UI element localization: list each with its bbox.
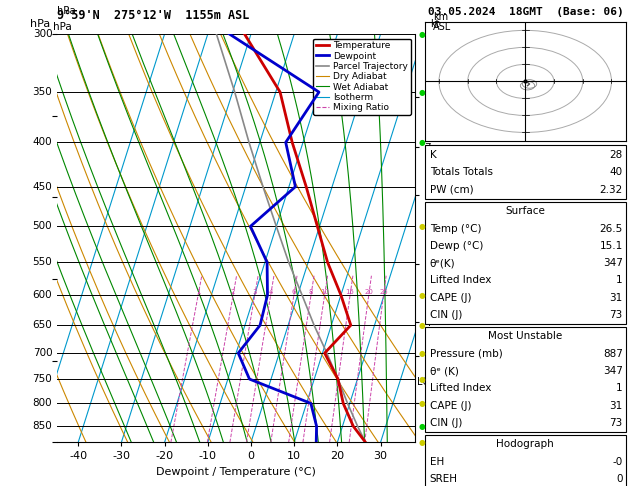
Text: 40: 40 bbox=[610, 168, 623, 177]
Text: 300: 300 bbox=[33, 29, 52, 39]
Text: ●: ● bbox=[418, 30, 425, 38]
Text: PW (cm): PW (cm) bbox=[430, 185, 473, 195]
Text: 73: 73 bbox=[610, 310, 623, 320]
Text: 26.5: 26.5 bbox=[599, 224, 623, 234]
Text: ●: ● bbox=[418, 375, 425, 383]
Text: ●: ● bbox=[418, 399, 425, 408]
Y-axis label: km
ASL: km ASL bbox=[433, 238, 452, 260]
Text: hPa: hPa bbox=[53, 21, 72, 32]
Text: CIN (J): CIN (J) bbox=[430, 418, 462, 428]
Text: ●: ● bbox=[418, 438, 425, 447]
Text: 600: 600 bbox=[33, 290, 52, 300]
Text: 20: 20 bbox=[364, 289, 373, 295]
Text: 15.1: 15.1 bbox=[599, 241, 623, 251]
Text: 1: 1 bbox=[616, 276, 623, 285]
Text: Lifted Index: Lifted Index bbox=[430, 276, 491, 285]
Text: 10: 10 bbox=[320, 289, 329, 295]
Text: ●: ● bbox=[418, 138, 425, 147]
Text: ●: ● bbox=[418, 422, 425, 431]
Text: 2.32: 2.32 bbox=[599, 185, 623, 195]
Text: km
ASL: km ASL bbox=[433, 12, 451, 32]
Text: ●: ● bbox=[418, 321, 425, 330]
Text: 4: 4 bbox=[269, 289, 273, 295]
Text: θᵉ(K): θᵉ(K) bbox=[430, 258, 455, 268]
Text: CAPE (J): CAPE (J) bbox=[430, 293, 471, 303]
Text: 31: 31 bbox=[610, 400, 623, 411]
Text: θᵉ (K): θᵉ (K) bbox=[430, 366, 459, 376]
Text: ●: ● bbox=[418, 87, 425, 97]
Text: hPa: hPa bbox=[30, 19, 50, 29]
Text: ●: ● bbox=[418, 348, 425, 358]
Text: 347: 347 bbox=[603, 366, 623, 376]
Text: 650: 650 bbox=[33, 320, 52, 330]
Text: 850: 850 bbox=[33, 421, 52, 431]
Text: Temp (°C): Temp (°C) bbox=[430, 224, 481, 234]
Legend: Temperature, Dewpoint, Parcel Trajectory, Dry Adiabat, Wet Adiabat, Isotherm, Mi: Temperature, Dewpoint, Parcel Trajectory… bbox=[313, 38, 411, 115]
Text: EH: EH bbox=[430, 457, 444, 467]
Text: 73: 73 bbox=[610, 418, 623, 428]
Text: 500: 500 bbox=[33, 222, 52, 231]
Text: 8: 8 bbox=[309, 289, 313, 295]
Text: SREH: SREH bbox=[430, 474, 458, 484]
X-axis label: Dewpoint / Temperature (°C): Dewpoint / Temperature (°C) bbox=[156, 467, 316, 477]
Text: 550: 550 bbox=[33, 257, 52, 267]
Text: 887: 887 bbox=[603, 349, 623, 359]
Text: LCL: LCL bbox=[417, 377, 435, 386]
Text: 800: 800 bbox=[33, 399, 52, 408]
Text: 03.05.2024  18GMT  (Base: 06): 03.05.2024 18GMT (Base: 06) bbox=[428, 7, 623, 17]
Text: 28: 28 bbox=[610, 150, 623, 160]
Text: Surface: Surface bbox=[505, 206, 545, 216]
Text: Lifted Index: Lifted Index bbox=[430, 383, 491, 393]
Text: 9°59'N  275°12'W  1155m ASL: 9°59'N 275°12'W 1155m ASL bbox=[57, 9, 249, 22]
Text: 0: 0 bbox=[616, 474, 623, 484]
Text: hPa: hPa bbox=[57, 5, 75, 16]
Text: Hodograph: Hodograph bbox=[496, 438, 554, 449]
Text: CIN (J): CIN (J) bbox=[430, 310, 462, 320]
Text: 31: 31 bbox=[610, 293, 623, 303]
Text: 450: 450 bbox=[33, 182, 52, 191]
Text: 15: 15 bbox=[346, 289, 355, 295]
Text: 400: 400 bbox=[33, 138, 52, 147]
Text: -0: -0 bbox=[613, 457, 623, 467]
Text: 750: 750 bbox=[33, 374, 52, 384]
Text: Most Unstable: Most Unstable bbox=[488, 330, 562, 341]
Text: 2: 2 bbox=[231, 289, 235, 295]
Text: 700: 700 bbox=[33, 348, 52, 358]
Text: Pressure (mb): Pressure (mb) bbox=[430, 349, 503, 359]
Text: 25: 25 bbox=[379, 289, 388, 295]
Text: 3: 3 bbox=[252, 289, 257, 295]
Text: 6: 6 bbox=[292, 289, 296, 295]
Text: Totals Totals: Totals Totals bbox=[430, 168, 493, 177]
Text: 347: 347 bbox=[603, 258, 623, 268]
Text: ●: ● bbox=[418, 222, 425, 231]
Text: 1: 1 bbox=[196, 289, 201, 295]
Text: ●: ● bbox=[418, 291, 425, 299]
Text: 350: 350 bbox=[33, 87, 52, 97]
Text: CAPE (J): CAPE (J) bbox=[430, 400, 471, 411]
Text: K: K bbox=[430, 150, 437, 160]
Text: 1: 1 bbox=[616, 383, 623, 393]
Text: Dewp (°C): Dewp (°C) bbox=[430, 241, 483, 251]
Text: kt: kt bbox=[430, 19, 440, 29]
